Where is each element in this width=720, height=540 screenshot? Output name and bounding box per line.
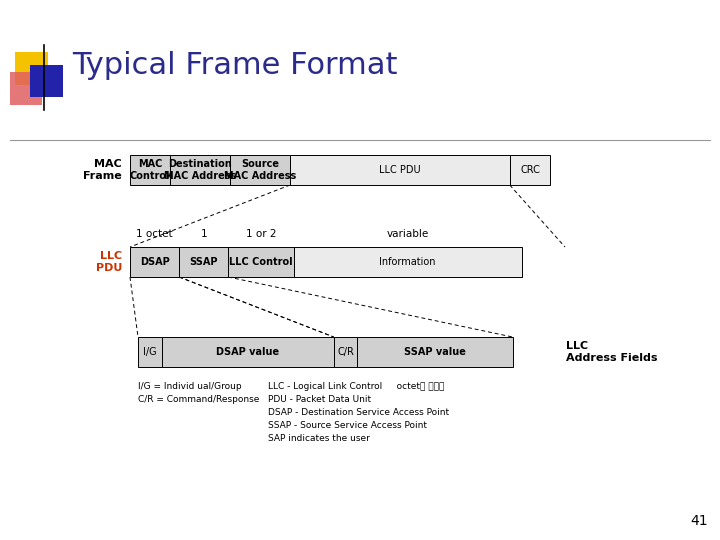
Text: 1 octet: 1 octet <box>136 229 173 239</box>
Bar <box>161 337 334 367</box>
Bar <box>510 155 550 185</box>
Text: DSAP - Destination Service Access Point: DSAP - Destination Service Access Point <box>268 408 449 417</box>
Bar <box>334 337 357 367</box>
Text: LLC - Logical Link Control     octet： 八位组: LLC - Logical Link Control octet： 八位组 <box>268 382 444 391</box>
Text: SSAP value: SSAP value <box>404 347 466 357</box>
Bar <box>138 337 161 367</box>
Text: CRC: CRC <box>520 165 540 175</box>
Text: Typical Frame Format: Typical Frame Format <box>72 51 397 79</box>
Text: LLC
Address Fields: LLC Address Fields <box>566 341 657 363</box>
Text: I/G: I/G <box>143 347 156 357</box>
Text: Information: Information <box>379 257 436 267</box>
Bar <box>179 247 228 277</box>
Polygon shape <box>10 72 42 105</box>
Text: LLC
PDU: LLC PDU <box>96 251 122 273</box>
Text: LLC Control: LLC Control <box>229 257 293 267</box>
Text: C/R: C/R <box>337 347 354 357</box>
Text: MAC
Control: MAC Control <box>130 159 170 181</box>
Bar <box>228 247 294 277</box>
Bar <box>130 247 179 277</box>
Text: 41: 41 <box>690 514 708 528</box>
Text: SSAP - Source Service Access Point: SSAP - Source Service Access Point <box>268 421 427 430</box>
Polygon shape <box>15 52 48 85</box>
Text: variable: variable <box>387 229 428 239</box>
Bar <box>230 155 290 185</box>
Text: Destination
MAC Address: Destination MAC Address <box>164 159 236 181</box>
Text: LLC PDU: LLC PDU <box>379 165 420 175</box>
Text: DSAP value: DSAP value <box>216 347 279 357</box>
Text: 1: 1 <box>200 229 207 239</box>
Bar <box>130 155 170 185</box>
Text: I/G = Individ ual/Group
C/R = Command/Response: I/G = Individ ual/Group C/R = Command/Re… <box>138 382 259 404</box>
Bar <box>294 247 521 277</box>
Text: SSAP: SSAP <box>189 257 218 267</box>
Bar <box>357 337 513 367</box>
Polygon shape <box>30 65 63 97</box>
Text: 1 or 2: 1 or 2 <box>246 229 276 239</box>
Text: MAC
Frame: MAC Frame <box>84 159 122 181</box>
Text: DSAP: DSAP <box>140 257 169 267</box>
Text: SAP indicates the user: SAP indicates the user <box>268 434 370 443</box>
Bar <box>170 155 230 185</box>
Text: PDU - Packet Data Unit: PDU - Packet Data Unit <box>268 395 371 404</box>
Bar <box>290 155 510 185</box>
Text: Source
MAC Address: Source MAC Address <box>224 159 296 181</box>
